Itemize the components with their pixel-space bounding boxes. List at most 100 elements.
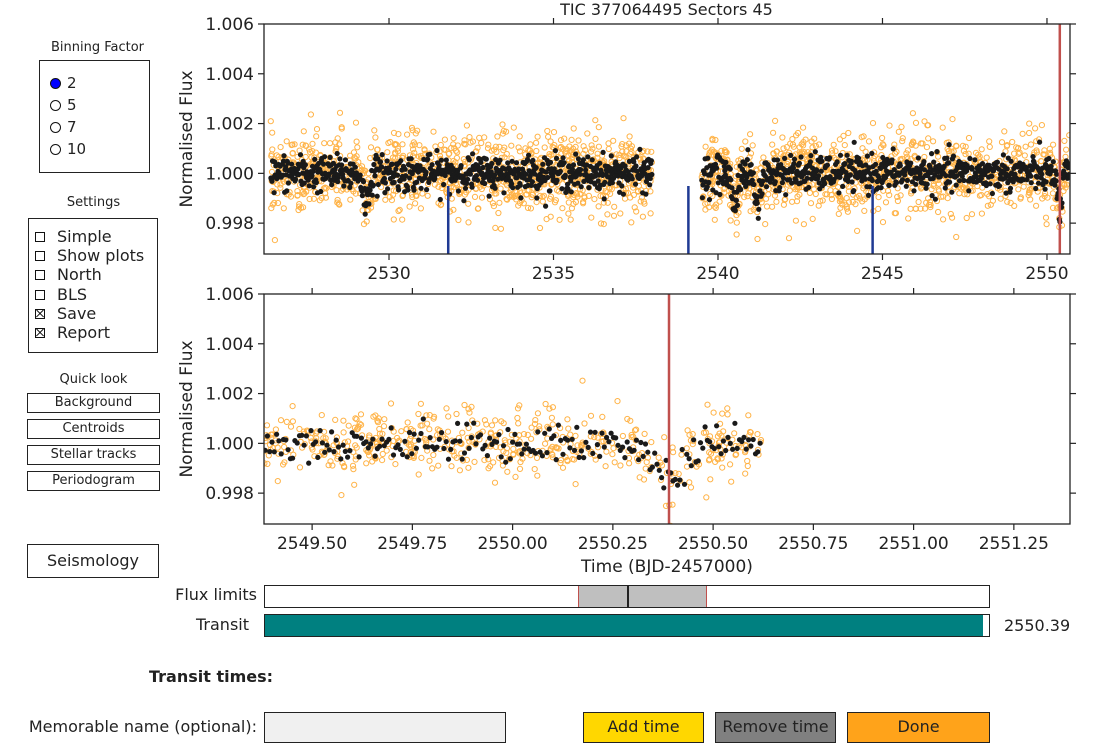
raw-flux-point (277, 144, 284, 151)
binned-flux-point (427, 435, 433, 441)
raw-flux-point (517, 188, 524, 195)
raw-flux-point (320, 185, 327, 192)
setting-save[interactable]: Save (35, 304, 96, 323)
x-tick-label: 2551.00 (878, 534, 948, 554)
raw-flux-point (528, 435, 535, 442)
seismology-button[interactable]: Seismology (27, 544, 159, 578)
flux-limits-center-handle[interactable] (627, 586, 629, 607)
binned-flux-point (575, 156, 582, 162)
raw-flux-point (394, 434, 401, 442)
periodogram-button[interactable]: Periodogram (27, 471, 160, 491)
binning-option-7[interactable]: 7 (50, 118, 77, 136)
add-time-button[interactable]: Add time (583, 712, 704, 743)
raw-flux-point (478, 194, 486, 201)
binning-option-10[interactable]: 10 (50, 140, 86, 158)
binned-flux-point (586, 185, 592, 191)
setting-show-plots[interactable]: Show plots (35, 246, 144, 265)
binned-flux-point (848, 158, 855, 164)
stellar-tracks-button[interactable]: Stellar tracks (27, 445, 160, 465)
binned-flux-point (400, 451, 406, 458)
binned-flux-point (777, 185, 783, 191)
binned-flux-point (942, 185, 948, 191)
raw-flux-point (702, 429, 709, 436)
setting-north[interactable]: North (35, 265, 102, 284)
x-tick-label: 2540 (696, 264, 739, 284)
binning-option-5[interactable]: 5 (50, 96, 77, 114)
binned-flux-point (796, 160, 803, 166)
binned-flux-point (755, 215, 761, 221)
flux-limits-slider[interactable] (264, 585, 990, 608)
checkbox-icon (35, 269, 45, 280)
raw-flux-point (495, 209, 502, 217)
raw-flux-point (727, 201, 734, 209)
raw-flux-point (564, 416, 571, 423)
raw-flux-point (309, 148, 316, 155)
binned-flux-point (602, 179, 608, 185)
binned-flux-point (464, 421, 470, 427)
raw-flux-point (1009, 138, 1016, 146)
binned-flux-point (631, 159, 637, 165)
binned-flux-point (509, 439, 516, 445)
memorable-name-input[interactable] (264, 712, 506, 743)
binned-flux-point (470, 151, 476, 157)
remove-time-button[interactable]: Remove time (715, 712, 836, 743)
raw-flux-point (531, 420, 539, 428)
setting-bls[interactable]: BLS (35, 285, 87, 304)
binned-flux-point (880, 154, 886, 161)
raw-flux-point (565, 210, 572, 217)
y-tick-label: 1.000 (205, 164, 254, 184)
raw-flux-point (689, 431, 696, 438)
centroids-button[interactable]: Centroids (27, 419, 160, 439)
binned-flux-point (923, 185, 929, 191)
binned-flux-point (956, 178, 963, 184)
binned-flux-point (414, 179, 420, 185)
raw-flux-point (392, 461, 399, 468)
binned-flux-point (336, 172, 342, 178)
binned-flux-point (837, 152, 844, 158)
y-tick-label: 1.006 (205, 15, 254, 35)
background-button[interactable]: Background (27, 393, 160, 413)
binned-flux-point (622, 163, 628, 169)
raw-flux-point (289, 150, 296, 157)
raw-flux-point (415, 471, 422, 478)
binned-flux-point (448, 446, 454, 452)
binning-option-2[interactable]: 2 (50, 74, 77, 92)
binned-flux-point (366, 201, 372, 207)
x-tick-label: 2549.75 (377, 534, 447, 554)
binned-flux-point (280, 158, 287, 164)
done-button[interactable]: Done (847, 712, 990, 743)
raw-flux-point (603, 448, 610, 455)
binned-flux-point (393, 166, 399, 172)
raw-flux-point (372, 134, 379, 141)
raw-flux-point (611, 203, 618, 210)
raw-flux-point (514, 405, 522, 412)
binned-flux-point (647, 182, 653, 188)
raw-flux-point (616, 155, 623, 162)
raw-flux-point (830, 141, 837, 148)
raw-flux-point (417, 205, 424, 212)
raw-flux-point (384, 149, 391, 156)
transit-slider[interactable] (264, 614, 990, 637)
binned-flux-point (394, 172, 401, 178)
raw-flux-point (747, 208, 754, 215)
setting-report[interactable]: Report (35, 323, 110, 342)
raw-flux-point (338, 187, 345, 194)
raw-flux-point (498, 418, 505, 425)
raw-flux-point (503, 195, 510, 202)
setting-simple[interactable]: Simple (35, 227, 112, 246)
flux-limits-range[interactable] (577, 586, 708, 607)
raw-flux-point (886, 192, 893, 199)
raw-flux-point (434, 426, 441, 433)
raw-flux-point (921, 205, 929, 212)
raw-flux-point (570, 125, 577, 132)
raw-flux-point (351, 481, 358, 488)
binned-flux-point (590, 450, 596, 456)
binned-flux-point (362, 211, 368, 217)
binned-flux-point (626, 158, 633, 164)
raw-flux-point (572, 481, 579, 488)
raw-flux-point (747, 131, 754, 138)
binned-flux-point (743, 183, 749, 189)
binned-flux-point (918, 167, 924, 173)
raw-flux-point (865, 138, 873, 145)
raw-flux-point (341, 464, 348, 471)
